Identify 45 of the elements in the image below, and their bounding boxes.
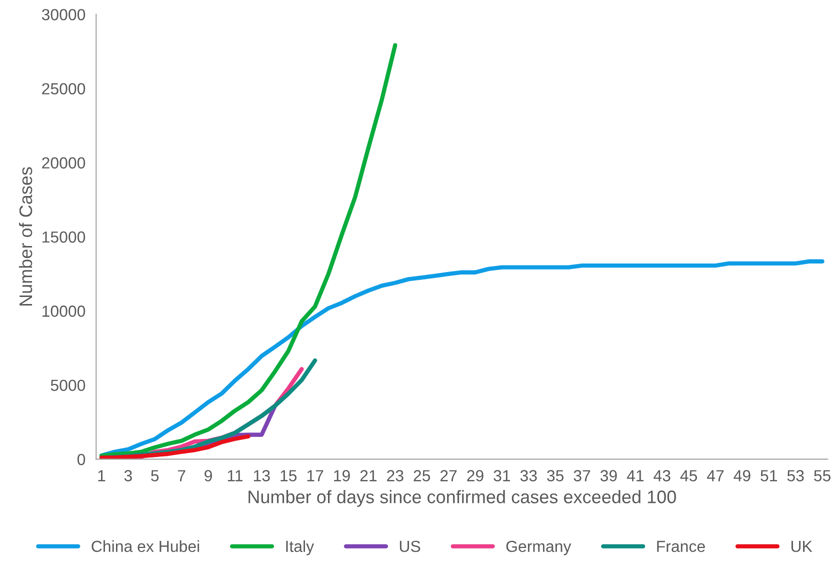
x-tick-label: 13 [254,470,270,482]
y-tick-label: 30000 [42,8,86,20]
x-tick-label: 1 [98,470,106,482]
x-tick-label: 33 [520,470,537,482]
x-axis-title: Number of days since confirmed cases exceeded 100 [248,490,676,507]
x-tick-label: 29 [467,470,484,482]
line-series [99,43,398,458]
legend-label: France [657,540,705,552]
legend-label: China ex Hubei [92,540,200,552]
x-tick-label: 5 [151,470,159,482]
line-series [99,434,250,460]
x-tick-label: 27 [440,470,457,482]
x-tick-label: 45 [680,470,698,482]
legend-label: Germany [506,540,572,556]
legend-label: US [400,540,420,552]
y-tick-label: 5000 [50,380,86,392]
x-tick-label: 35 [547,470,564,482]
x-tick-label: 21 [360,470,377,482]
x-tick-label: 3 [124,470,132,482]
x-tick-label: 23 [387,470,404,482]
y-tick-label: 15000 [42,231,86,243]
x-tick-label: 41 [626,470,644,482]
legend-label: Italy [286,540,314,556]
x-tick-label: 31 [494,470,510,482]
x-tick-label: 37 [574,470,590,482]
legend-label: UK [791,540,812,552]
y-tick-label: 20000 [42,157,86,169]
x-tick-label: 15 [280,470,297,482]
y-tick-label: 0 [77,454,86,466]
x-tick-label: 9 [204,470,212,482]
y-axis-title: Number of Cases [18,167,32,306]
y-tick-label: 10000 [42,306,86,317]
x-tick-label: 47 [706,470,724,482]
x-tick-label: 51 [760,470,778,482]
x-tick-label: 19 [334,470,350,482]
x-tick-label: 43 [654,470,670,482]
x-tick-label: 17 [307,470,324,482]
x-tick-label: 25 [414,470,430,482]
x-tick-label: 55 [814,470,831,482]
y-tick-label: 25000 [42,83,86,94]
x-tick-label: 11 [228,470,242,482]
x-tick-label: 53 [787,470,804,482]
x-tick-label: 7 [178,470,186,482]
x-tick-label: 49 [734,470,750,482]
x-tick-label: 39 [600,470,617,482]
